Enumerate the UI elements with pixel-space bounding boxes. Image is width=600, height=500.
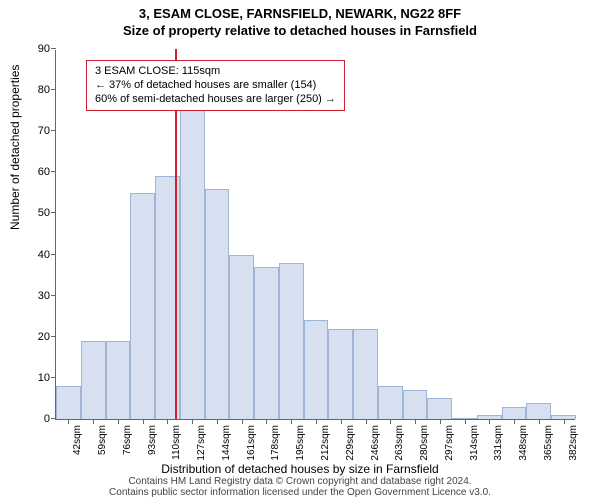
x-tick-label: 280sqm: [419, 425, 430, 461]
x-tick-mark: [167, 419, 168, 424]
histogram-bar: [56, 386, 81, 419]
attribution-text: Contains HM Land Registry data © Crown c…: [0, 476, 600, 498]
annotation-line: 3 ESAM CLOSE: 115sqm: [95, 65, 336, 79]
x-tick-label: 297sqm: [444, 425, 455, 461]
y-tick-mark: [51, 336, 56, 337]
annotation-box: 3 ESAM CLOSE: 115sqm← 37% of detached ho…: [86, 60, 345, 111]
x-tick-label: 161sqm: [246, 425, 257, 461]
x-tick-mark: [539, 419, 540, 424]
x-tick-label: 365sqm: [543, 425, 554, 461]
x-tick-mark: [390, 419, 391, 424]
x-tick-mark: [143, 419, 144, 424]
histogram-bar: [180, 107, 205, 419]
annotation-line: ← 37% of detached houses are smaller (15…: [95, 79, 336, 93]
x-tick-label: 263sqm: [394, 425, 405, 461]
chart-title: 3, ESAM CLOSE, FARNSFIELD, NEWARK, NG22 …: [0, 0, 600, 40]
x-tick-label: 331sqm: [493, 425, 504, 461]
x-tick-label: 144sqm: [221, 425, 232, 461]
x-tick-mark: [514, 419, 515, 424]
y-tick-label: 30: [38, 290, 56, 302]
histogram-bar: [403, 390, 428, 419]
x-tick-label: 246sqm: [370, 425, 381, 461]
y-tick-label: 10: [38, 372, 56, 384]
y-tick-mark: [51, 212, 56, 213]
histogram-bar: [279, 263, 304, 419]
x-tick-mark: [465, 419, 466, 424]
histogram-bar: [304, 320, 329, 419]
x-tick-mark: [93, 419, 94, 424]
histogram-bar: [106, 341, 131, 419]
x-tick-mark: [489, 419, 490, 424]
x-tick-mark: [316, 419, 317, 424]
y-tick-mark: [51, 254, 56, 255]
y-tick-label: 50: [38, 207, 56, 219]
attribution-line1: Contains HM Land Registry data © Crown c…: [0, 476, 600, 487]
x-tick-mark: [192, 419, 193, 424]
x-tick-label: 314sqm: [469, 425, 480, 461]
x-tick-mark: [242, 419, 243, 424]
x-tick-mark: [415, 419, 416, 424]
annotation-line: 60% of semi-detached houses are larger (…: [95, 93, 336, 107]
x-tick-label: 110sqm: [171, 425, 182, 460]
x-tick-mark: [118, 419, 119, 424]
x-tick-label: 195sqm: [295, 425, 306, 461]
y-tick-mark: [51, 377, 56, 378]
x-tick-label: 76sqm: [122, 425, 133, 455]
x-tick-mark: [564, 419, 565, 424]
x-tick-label: 382sqm: [568, 425, 579, 461]
x-tick-mark: [217, 419, 218, 424]
y-tick-mark: [51, 295, 56, 296]
title-line1: 3, ESAM CLOSE, FARNSFIELD, NEWARK, NG22 …: [0, 6, 600, 23]
histogram-bar: [254, 267, 279, 419]
histogram-bar: [130, 193, 155, 419]
y-tick-label: 60: [38, 166, 56, 178]
x-tick-mark: [291, 419, 292, 424]
y-tick-label: 0: [44, 413, 56, 425]
histogram-bar: [81, 341, 106, 419]
chart-plot-area: 010203040506070809042sqm59sqm76sqm93sqm1…: [55, 50, 575, 420]
x-tick-mark: [68, 419, 69, 424]
histogram-bar: [526, 403, 551, 419]
x-tick-label: 93sqm: [147, 425, 158, 455]
histogram-bar: [502, 407, 527, 419]
y-tick-mark: [51, 48, 56, 49]
x-tick-mark: [366, 419, 367, 424]
y-tick-label: 40: [38, 249, 56, 261]
histogram-bar: [229, 255, 254, 419]
histogram-bar: [427, 398, 452, 419]
y-tick-mark: [51, 130, 56, 131]
histogram-bar: [328, 329, 353, 419]
y-tick-label: 90: [38, 43, 56, 55]
x-tick-label: 229sqm: [345, 425, 356, 461]
histogram-bar: [353, 329, 378, 419]
x-tick-mark: [440, 419, 441, 424]
x-tick-label: 178sqm: [270, 425, 281, 461]
y-tick-mark: [51, 89, 56, 90]
x-tick-label: 212sqm: [320, 425, 331, 461]
title-line2: Size of property relative to detached ho…: [0, 23, 600, 40]
histogram-bar: [205, 189, 230, 419]
y-axis-label: Number of detached properties: [8, 65, 22, 230]
attribution-line2: Contains public sector information licen…: [0, 487, 600, 498]
x-tick-mark: [341, 419, 342, 424]
x-tick-mark: [266, 419, 267, 424]
x-tick-label: 59sqm: [97, 425, 108, 455]
histogram-bar: [378, 386, 403, 419]
x-tick-label: 127sqm: [196, 425, 207, 461]
y-tick-label: 70: [38, 125, 56, 137]
y-tick-label: 80: [38, 84, 56, 96]
y-tick-label: 20: [38, 331, 56, 343]
y-tick-mark: [51, 171, 56, 172]
x-tick-label: 42sqm: [72, 425, 83, 455]
x-tick-label: 348sqm: [518, 425, 529, 461]
x-axis-label: Distribution of detached houses by size …: [0, 462, 600, 476]
